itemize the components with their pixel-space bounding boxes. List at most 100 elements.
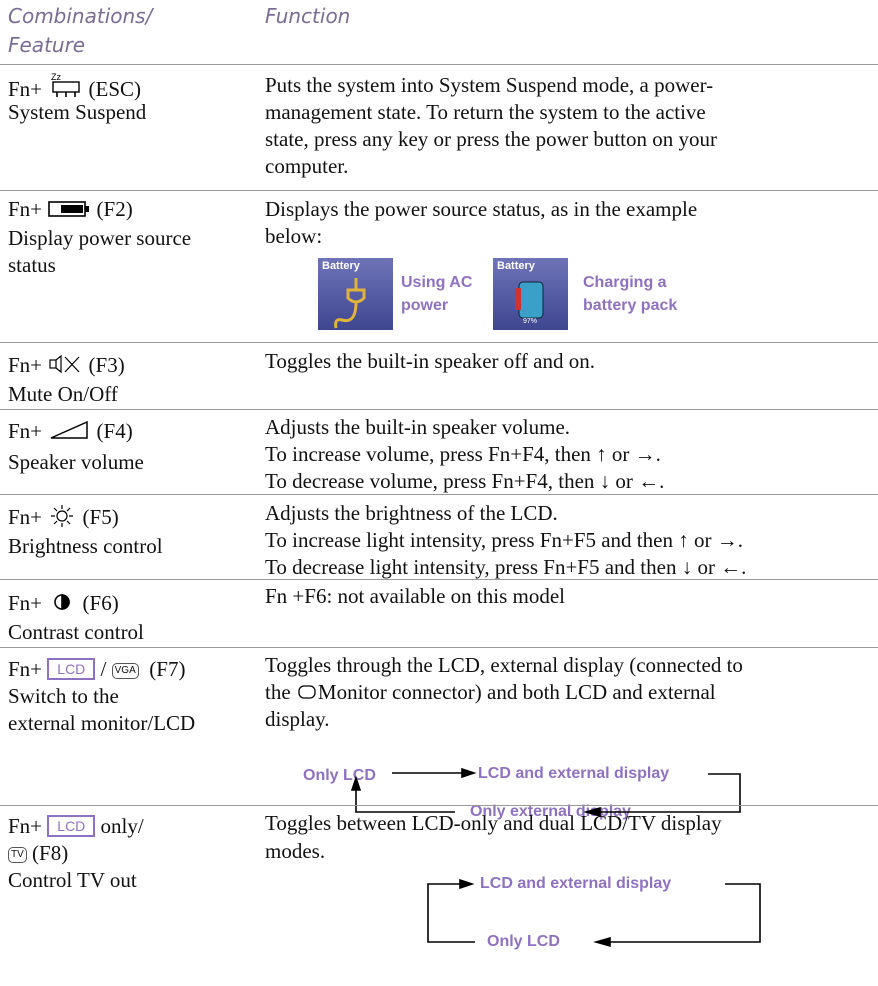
function: modes.	[265, 839, 326, 863]
image-label: power	[401, 297, 449, 314]
function: To decrease light intensity, press Fn+F5…	[265, 555, 747, 579]
rule	[0, 342, 878, 343]
diagram-arrows	[427, 878, 761, 948]
key: Fn+ (F3)	[8, 352, 125, 379]
key-text: (F3)	[88, 353, 125, 377]
diagram-label: LCD and external display	[478, 765, 670, 782]
key: Fn+ (F6)	[8, 590, 119, 617]
function: state, press any key or press the power …	[265, 127, 717, 151]
key-icon: TV	[8, 847, 27, 863]
header-right: Function	[265, 4, 351, 28]
icon-mute	[49, 354, 80, 374]
rule	[0, 647, 878, 648]
key: Fn+ LCD only/	[8, 813, 144, 840]
feature: Brightness control	[8, 534, 163, 558]
icon-volume	[50, 420, 89, 439]
key-text: Fn+	[8, 814, 43, 838]
key-text: (F6)	[82, 591, 119, 615]
function: the Monitor connector) and both LCD and …	[265, 679, 716, 706]
key-text: Fn+	[8, 657, 43, 681]
function: management state. To return the system t…	[265, 100, 706, 124]
diagram-label: Only LCD	[303, 767, 376, 784]
icon-monitor	[298, 685, 316, 699]
key-text: /	[100, 657, 107, 681]
key-text: Fn+	[8, 197, 43, 221]
function: Adjusts the built-in speaker volume.	[265, 415, 571, 439]
key: Fn+ (F2)	[8, 196, 133, 223]
function: Puts the system into System Suspend mode…	[265, 73, 714, 97]
image-ac: Battery	[318, 258, 393, 330]
feature: System Suspend	[8, 100, 147, 124]
battery-can	[515, 281, 544, 319]
feature: Speaker volume	[8, 450, 144, 474]
feature: Switch to the	[8, 684, 119, 708]
feature: Mute On/Off	[8, 382, 118, 406]
function: Adjusts the brightness of the LCD.	[265, 501, 558, 525]
function: To decrease volume, press Fn+F4, then ↓ …	[265, 469, 665, 493]
key-text: only/	[100, 814, 144, 838]
function: below:	[265, 224, 323, 248]
icon-suspend: Zz	[51, 72, 80, 97]
function: Toggles between LCD-only and dual LCD/TV…	[265, 811, 722, 835]
feature: external monitor/LCD	[8, 711, 196, 735]
image-label: Using AC	[401, 274, 473, 291]
rule	[0, 494, 878, 495]
key-text: Fn+	[8, 77, 43, 101]
function: Toggles the built-in speaker off and on.	[265, 349, 595, 373]
function: To increase light intensity, press Fn+F5…	[265, 528, 743, 552]
function: computer.	[265, 154, 349, 178]
key-text: Fn+	[8, 419, 43, 443]
diagram-label: LCD and external display	[480, 875, 672, 892]
diagram-label: Only external display	[470, 803, 631, 820]
rule	[0, 190, 878, 191]
function: To increase volume, press Fn+F4, then ↑ …	[265, 442, 661, 466]
key-text: (F2)	[96, 197, 133, 221]
key-text: (F4)	[96, 419, 133, 443]
diagram-label: Only LCD	[487, 933, 560, 950]
key: Fn+ LCD / VGA (F7)	[8, 656, 185, 683]
key-cap: LCD	[47, 658, 96, 680]
icon-contrast	[54, 594, 71, 610]
icon-brightness	[51, 505, 74, 527]
feature: Control TV out	[8, 868, 137, 892]
key-text: (ESC)	[88, 77, 142, 101]
image-charging: Battery 97%	[493, 258, 568, 330]
rule	[0, 579, 878, 580]
icon-battery	[48, 201, 90, 217]
key-text: (F8)	[32, 841, 69, 865]
image-caption: Battery	[497, 260, 535, 272]
image-caption: Battery	[322, 260, 360, 272]
key: Fn+ Zz (ESC)	[8, 72, 141, 103]
key-icon: VGA	[111, 663, 139, 679]
key: Fn+ (F4)	[8, 418, 133, 445]
function-text: Monitor connector) and both LCD and exte…	[317, 680, 716, 704]
svg-text:Zz: Zz	[51, 72, 61, 82]
function: Toggles through the LCD, external displa…	[265, 653, 743, 677]
rule	[0, 64, 878, 65]
image-label: battery pack	[583, 297, 678, 314]
key: TV (F8)	[8, 840, 68, 867]
header-left: Feature	[8, 33, 86, 57]
key-text: Fn+	[8, 505, 43, 529]
diagram-arrows	[350, 767, 741, 818]
header-left: Combinations/	[8, 4, 153, 28]
rule	[0, 805, 878, 806]
feature: status	[8, 253, 56, 277]
function: Displays the power source status, as in …	[265, 197, 698, 221]
rule	[0, 409, 878, 410]
plug	[334, 278, 366, 329]
key-text: Fn+	[8, 591, 43, 615]
key-cap: LCD	[47, 815, 96, 837]
function: Fn +F6: not available on this model	[265, 584, 565, 608]
feature: Contrast control	[8, 620, 144, 644]
key-text: (F7)	[149, 657, 186, 681]
function: display.	[265, 707, 330, 731]
image-level: 97%	[523, 318, 538, 325]
feature: Display power source	[8, 226, 192, 250]
key: Fn+ (F5)	[8, 504, 119, 531]
function-text: the	[265, 680, 291, 704]
key-text: (F5)	[82, 505, 119, 529]
key-text: Fn+	[8, 353, 43, 377]
